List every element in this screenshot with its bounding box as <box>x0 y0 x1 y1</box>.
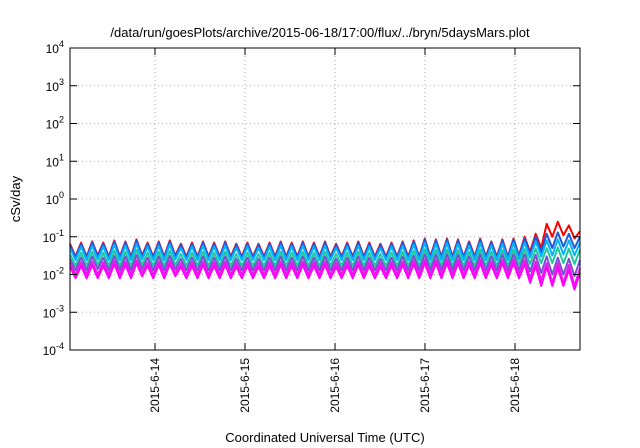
y-tick-label: 100 <box>46 190 64 207</box>
x-tick-label: 2015-6-15 <box>238 358 252 413</box>
series-layer <box>69 220 581 291</box>
y-tick-label: 101 <box>46 152 64 169</box>
y-axis-label: cSv/day <box>8 175 23 222</box>
chart-title: /data/run/goesPlots/archive/2015-06-18/1… <box>110 25 530 40</box>
y-tick-label: 10-1 <box>43 228 64 245</box>
x-tick-label: 2015-6-18 <box>508 358 522 413</box>
x-axis-label: Coordinated Universal Time (UTC) <box>225 430 424 445</box>
x-tick-label: 2015-6-16 <box>328 358 342 413</box>
y-tick-label: 102 <box>46 115 64 132</box>
series-line-5 <box>69 253 581 278</box>
series-line-6 <box>69 258 581 287</box>
y-tick-label: 103 <box>46 77 64 94</box>
y-tick-label: 104 <box>46 39 64 56</box>
y-tick-label: 10-3 <box>43 303 64 320</box>
y-tick-label: 10-2 <box>43 266 64 283</box>
x-tick-label: 2015-6-14 <box>148 358 162 413</box>
x-axis: 2015-6-14 2015-6-15 2015-6-16 2015-6-17 2015… <box>148 48 522 413</box>
series-line-3 <box>69 238 581 262</box>
y-tick-label: 10-4 <box>43 341 64 358</box>
x-tick-label: 2015-6-17 <box>418 358 432 413</box>
y-axis: 10-4 10-3 10-2 10-1 100 101 102 103 104 <box>43 39 580 358</box>
series-line-4 <box>69 246 581 267</box>
series-line-7 <box>69 262 581 291</box>
grid <box>70 48 580 350</box>
